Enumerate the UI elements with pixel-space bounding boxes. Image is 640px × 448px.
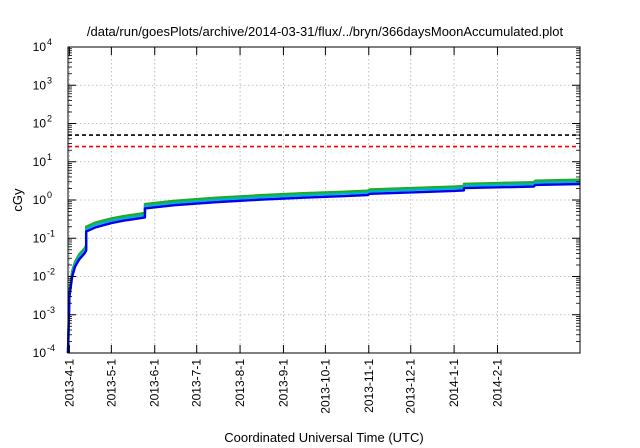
- y-axis-label: cGy: [10, 188, 25, 212]
- y-tick-label: 10 -2: [33, 267, 55, 284]
- x-tick-label: 2013-12-1: [404, 359, 418, 414]
- x-axis-label: Coordinated Universal Time (UTC): [224, 430, 423, 445]
- x-tick-label: 2013-11-1: [362, 359, 376, 413]
- y-tick-base: 10: [33, 193, 47, 207]
- chart-title: /data/run/goesPlots/archive/2014-03-31/f…: [87, 24, 564, 39]
- y-tick-exponent: 0: [47, 190, 52, 200]
- x-tick-label: 2013-5-1: [104, 359, 118, 407]
- x-tick-label: 2013-6-1: [148, 359, 162, 407]
- y-tick-base: 10: [33, 308, 47, 322]
- series-line: [66, 182, 581, 354]
- x-tick-label: 2014-1-1: [447, 359, 461, 407]
- y-tick-base: 10: [33, 231, 47, 245]
- y-tick-base: 10: [33, 155, 47, 169]
- y-tick-label: 10 1: [33, 152, 52, 169]
- y-tick-label: 10 0: [33, 190, 52, 207]
- y-tick-exponent: 3: [47, 75, 52, 85]
- x-tick-label: 2013-8-1: [233, 359, 247, 407]
- y-tick-label: 10 2: [33, 114, 52, 131]
- y-tick-base: 10: [33, 78, 47, 92]
- y-tick-exponent: -2: [47, 267, 55, 277]
- x-tick-label: 2013-4-1: [62, 359, 76, 407]
- y-tick-label: 10 -3: [33, 305, 55, 322]
- series-group: [66, 178, 581, 354]
- y-tick-exponent: -1: [47, 228, 55, 238]
- y-tick-exponent: 1: [47, 152, 52, 162]
- x-tick-label: 2014-2-1: [490, 359, 504, 407]
- grid: [68, 47, 580, 353]
- y-tick-label: 10 4: [33, 37, 52, 54]
- y-tick-exponent: -4: [47, 343, 55, 353]
- y-tick-exponent: -3: [47, 305, 55, 315]
- x-tick-label: 2013-10-1: [318, 359, 332, 414]
- y-tick-base: 10: [33, 270, 47, 284]
- y-tick-base: 10: [33, 346, 47, 360]
- reference-lines: [68, 134, 580, 148]
- y-tick-label: 10 3: [33, 75, 52, 92]
- y-tick-exponent: 4: [47, 37, 52, 47]
- x-tick-label: 2013-9-1: [276, 359, 290, 407]
- y-tick-base: 10: [33, 40, 47, 54]
- y-tick-label: 10 -4: [33, 343, 55, 360]
- x-tick-label: 2013-7-1: [190, 359, 204, 407]
- x-axis-ticks: 2013-4-1 2013-5-1 2013-6-1 2013-7-1 2013-8-1…: [62, 47, 504, 414]
- y-tick-exponent: 2: [47, 114, 52, 124]
- y-tick-label: 10 -1: [33, 228, 55, 245]
- y-tick-base: 10: [33, 117, 47, 131]
